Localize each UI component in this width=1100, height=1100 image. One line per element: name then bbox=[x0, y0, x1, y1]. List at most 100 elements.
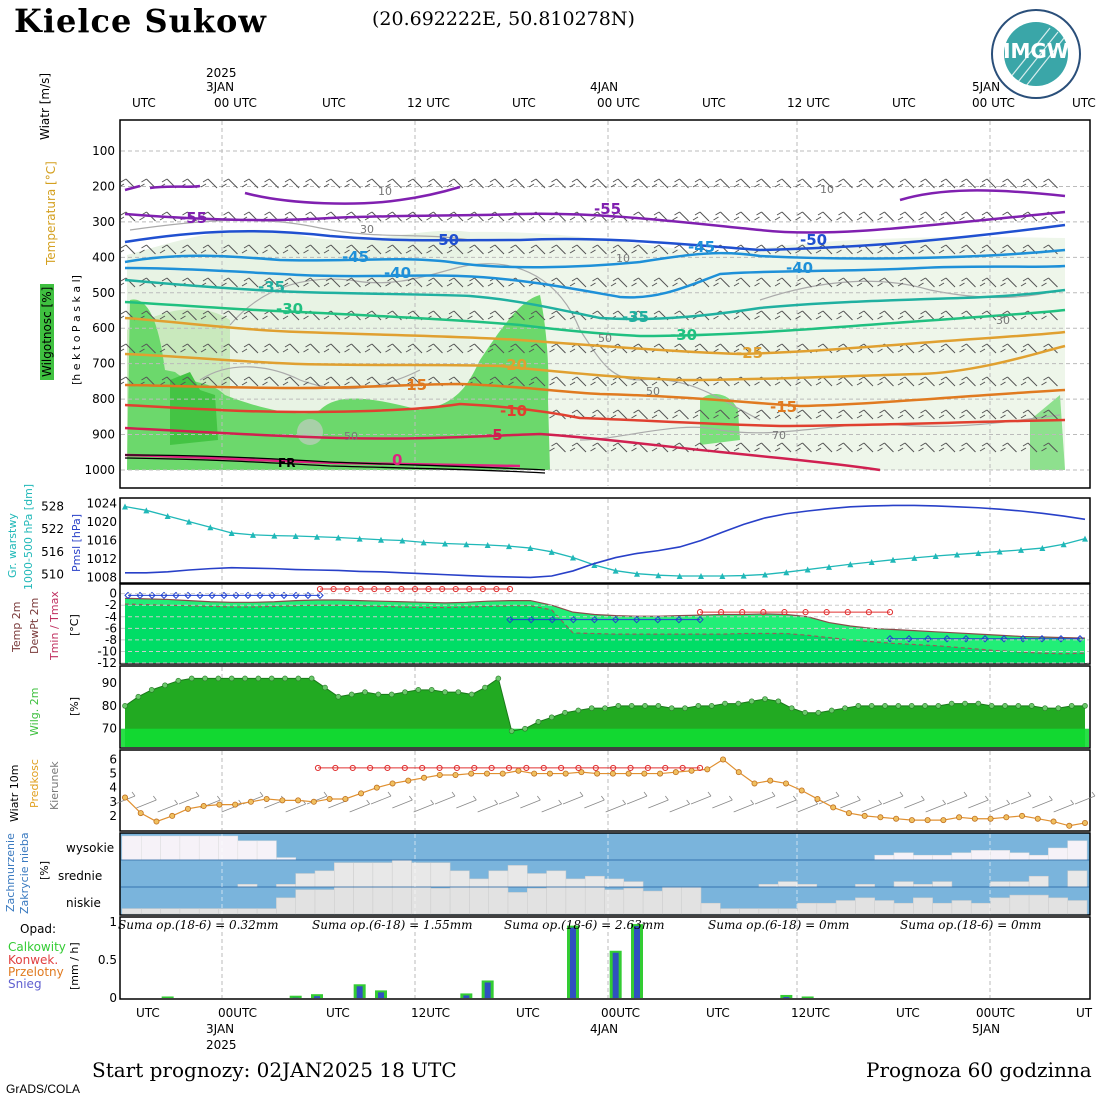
wind-barb bbox=[385, 277, 402, 288]
wind-barb bbox=[754, 343, 771, 354]
speed-point bbox=[499, 770, 506, 777]
cloud-mid-bar bbox=[276, 884, 296, 888]
speed-point bbox=[625, 770, 632, 777]
tmin-point bbox=[527, 615, 535, 624]
top-utc-tick: 12 UTC bbox=[787, 96, 830, 110]
wind-barb bbox=[467, 277, 484, 288]
rh-band bbox=[121, 728, 1089, 747]
cloud-low-bar bbox=[449, 886, 470, 915]
cloud-mid-bar bbox=[758, 884, 779, 888]
rh-tick: 70 bbox=[102, 722, 117, 736]
tmax-point bbox=[439, 585, 446, 593]
wind-barb bbox=[959, 343, 976, 354]
rh-tick: 90 bbox=[102, 676, 117, 690]
wind-dir-barb bbox=[392, 795, 413, 809]
tmin-point bbox=[886, 635, 894, 643]
isotherm-line bbox=[124, 248, 1066, 269]
wind-barb bbox=[241, 343, 259, 354]
cloud-mid-bar bbox=[469, 878, 489, 888]
speed-point bbox=[452, 771, 459, 778]
speed-point bbox=[137, 810, 144, 817]
gr-point bbox=[890, 556, 896, 563]
cloud-low-bar bbox=[874, 900, 895, 915]
wind-barb bbox=[1000, 244, 1017, 255]
cloud-mid-bar bbox=[334, 862, 354, 888]
speed-point bbox=[657, 770, 664, 777]
gr-unit-label: 1000-500 hPa [dm] bbox=[22, 483, 35, 590]
cloud-high-bar bbox=[990, 850, 1011, 861]
wind-barb bbox=[180, 244, 197, 255]
tmin-point bbox=[1000, 635, 1008, 643]
pmsl-tick: 1020 bbox=[86, 515, 117, 529]
profile-panel: FR -55 -55-50 -50-45-45-40 -40-35-35-30-30-… bbox=[84, 119, 1091, 489]
precip-bar bbox=[463, 995, 470, 998]
wind-barb bbox=[836, 310, 853, 321]
wind-barb bbox=[549, 343, 566, 354]
speed-point bbox=[845, 810, 852, 817]
wind-barb bbox=[1041, 376, 1058, 387]
wind-dir-barb bbox=[946, 791, 968, 805]
cloud-low-bar bbox=[314, 889, 335, 915]
tmax-point bbox=[760, 609, 767, 616]
wind-barb bbox=[1000, 277, 1017, 288]
opad-label: Opad: bbox=[20, 922, 57, 936]
wind-barb bbox=[754, 211, 771, 222]
wind-barb bbox=[836, 409, 853, 420]
wind-dir-barb bbox=[861, 799, 882, 813]
wind-barb bbox=[159, 310, 177, 321]
wind-barb bbox=[262, 244, 279, 255]
speed-point bbox=[515, 767, 522, 774]
wind-barb bbox=[733, 211, 751, 222]
isotherm-label: -40 bbox=[384, 264, 411, 282]
speed-point bbox=[342, 795, 349, 802]
wind-dir-barb bbox=[370, 791, 392, 805]
wind-barb bbox=[405, 277, 423, 288]
cloud-high-bar bbox=[256, 840, 277, 861]
cloud-low-bar bbox=[932, 902, 953, 915]
wind-dir-barb bbox=[306, 791, 328, 805]
temp-panel: 0-2-4-6-8-10-12 bbox=[97, 583, 1091, 670]
cloud-mid-bar bbox=[777, 881, 798, 888]
rh-point bbox=[588, 705, 595, 711]
cloud-low-bar bbox=[527, 888, 547, 915]
precip-bar bbox=[612, 952, 619, 998]
humidity-label: 50 bbox=[646, 385, 660, 398]
hpa-tick: 300 bbox=[92, 215, 115, 229]
isotherm-label: 0 bbox=[392, 451, 402, 469]
rh-point bbox=[1082, 703, 1088, 709]
top-utc-tick: UTC bbox=[702, 96, 726, 110]
cloud-low-bar bbox=[835, 900, 856, 915]
rh-point bbox=[1055, 705, 1062, 711]
bottom-utc-tick: 12UTC bbox=[411, 1006, 451, 1020]
speed-point bbox=[578, 769, 585, 776]
rh-point bbox=[602, 705, 608, 711]
wind-barb bbox=[303, 343, 320, 354]
bottom-date-label: 4JAN bbox=[590, 1022, 619, 1036]
speed-point bbox=[1003, 814, 1010, 821]
wind-barb bbox=[221, 178, 238, 189]
humidity-label: 10 bbox=[820, 183, 834, 196]
cloud-mid-bar bbox=[449, 870, 470, 888]
rh-point bbox=[575, 707, 582, 714]
top-utc-tick: 12 UTC bbox=[407, 96, 450, 110]
tmin-point bbox=[1038, 635, 1046, 643]
hpa-tick: 1000 bbox=[84, 463, 115, 477]
wind-dir-barb bbox=[626, 791, 648, 805]
bottom-utc-tick: UTC bbox=[516, 1006, 540, 1020]
tmin-point bbox=[943, 635, 951, 643]
wind-barb bbox=[877, 178, 894, 189]
wind-dir-barb bbox=[605, 799, 626, 813]
wind-barb bbox=[918, 277, 935, 288]
cloud-mid-bar bbox=[391, 859, 412, 888]
tmax-point bbox=[452, 585, 459, 593]
cloud-low-bar bbox=[893, 902, 914, 915]
isotherm-label: -30 bbox=[276, 300, 303, 318]
wind-barb bbox=[1000, 442, 1017, 453]
gr-point bbox=[783, 569, 790, 576]
wind-barb bbox=[897, 310, 915, 321]
wind-barb bbox=[692, 178, 710, 189]
speed-point bbox=[358, 790, 365, 797]
wind-barb bbox=[959, 409, 976, 420]
cloud-low-bar bbox=[411, 886, 432, 915]
